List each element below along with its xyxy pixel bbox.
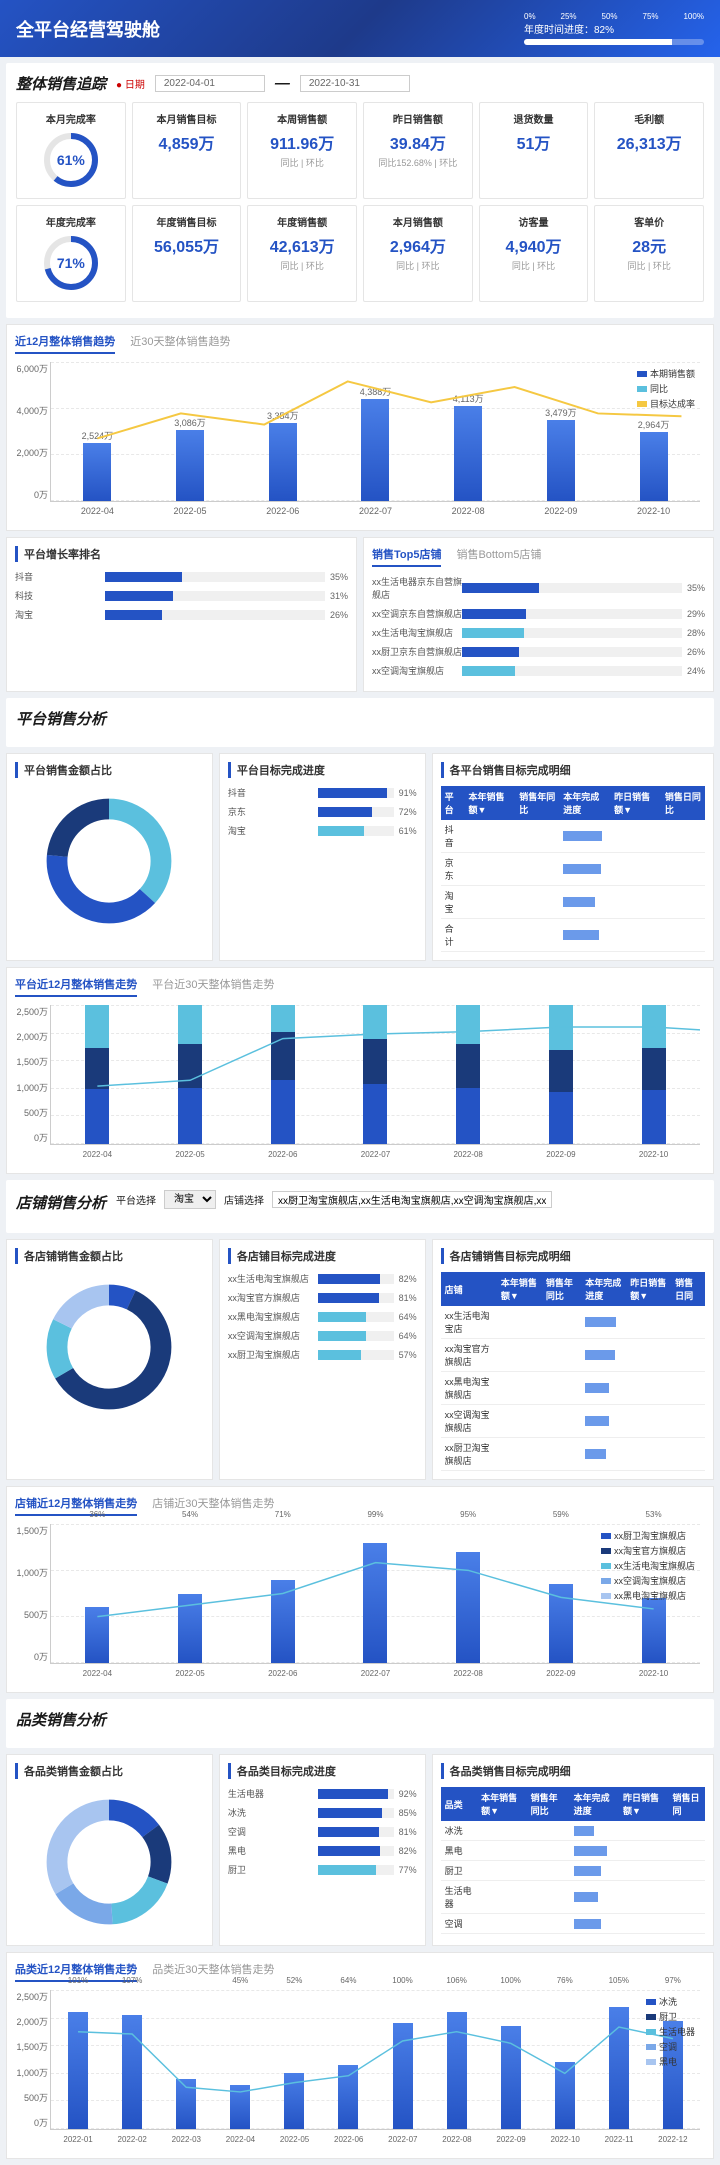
hbar-row: 冰洗85%	[228, 1806, 417, 1819]
kpi-card: 年度销售目标56,055万	[132, 205, 242, 302]
platform-donut-panel: 平台销售金额占比	[6, 753, 213, 961]
hbar-row: xx厨卫淘宝旗舰店57%	[228, 1348, 417, 1361]
tab-p12m[interactable]: 平台近12月整体销售走势	[15, 976, 137, 997]
hbar-row: 厨卫77%	[228, 1863, 417, 1876]
store-donut-panel: 各店铺销售金额占比	[6, 1239, 213, 1480]
tab-p30d[interactable]: 平台近30天整体销售走势	[152, 976, 274, 997]
table-row: 合计	[441, 919, 705, 952]
hbar-row: 抖音91%	[228, 786, 417, 799]
store-trend-chart: 1,500万1,000万500万0万 36%54%71%99%95%59%53%…	[50, 1524, 700, 1664]
hbar-row: xx空调淘宝旗舰店24%	[372, 664, 705, 677]
cat-trend-chart: 2,500万2,000万1,500万1,000万500万0万 101%107%4…	[50, 1990, 700, 2130]
hbar-row: xx空调淘宝旗舰店64%	[228, 1329, 417, 1342]
date-from-input[interactable]	[155, 75, 265, 92]
kpi-card: 本月完成率61%	[16, 102, 126, 199]
platform-trend-chart: 2,500万2,000万1,500万1,000万500万0万 2022-0420…	[50, 1005, 700, 1145]
table-row: xx厨卫淘宝旗舰店	[441, 1438, 705, 1471]
section-store: 店铺销售分析 平台选择 淘宝 店铺选择	[6, 1180, 714, 1233]
table-row: 空调	[441, 1914, 705, 1934]
kpi-card: 本月销售额2,964万同比 | 环比	[363, 205, 473, 302]
table-row: 淘宝	[441, 886, 705, 919]
kpi-card: 年度销售额42,613万同比 | 环比	[247, 205, 357, 302]
tab-c30d[interactable]: 品类近30天整体销售走势	[152, 1961, 274, 1982]
cat-target-panel: 各品类目标完成进度 生活电器92%冰洗85%空调81%黑电82%厨卫77%	[219, 1754, 426, 1946]
hbar-row: xx生活电淘宝旗舰店82%	[228, 1272, 417, 1285]
annual-progress: 0%25%50%75%100% 年度时间进度：82%	[524, 12, 704, 45]
table-row: 抖音	[441, 820, 705, 853]
table-row: 黑电	[441, 1841, 705, 1861]
hbar-row: 科技31%	[15, 589, 348, 602]
store-target-panel: 各店铺目标完成进度 xx生活电淘宝旗舰店82%xx淘宝官方旗舰店81%xx黑电淘…	[219, 1239, 426, 1480]
store-select[interactable]	[272, 1191, 552, 1208]
section-platform: 平台销售分析	[6, 698, 714, 747]
store-table-panel: 各店铺销售目标完成明细 店铺本年销售额▼销售年同比本年完成进度昨日销售额▼销售日…	[432, 1239, 714, 1480]
platform-trend-panel: 平台近12月整体销售走势 平台近30天整体销售走势 2,500万2,000万1,…	[6, 967, 714, 1174]
tab-s12m[interactable]: 店铺近12月整体销售走势	[15, 1495, 137, 1516]
tab-12m[interactable]: 近12月整体销售趋势	[15, 333, 115, 354]
hbar-row: xx厨卫京东自营旗舰店26%	[372, 645, 705, 658]
trend-12m-panel: 近12月整体销售趋势 近30天整体销售趋势 6,000万4,000万2,000万…	[6, 324, 714, 531]
store-top5-panel: 销售Top5店铺 销售Bottom5店铺 xx生活电器京东自营旗舰店35% xx空…	[363, 537, 714, 692]
kpi-card: 访客量4,940万同比 | 环比	[479, 205, 589, 302]
tab-s30d[interactable]: 店铺近30天整体销售走势	[152, 1495, 274, 1516]
hbar-row: 淘宝61%	[228, 824, 417, 837]
kpi-card: 本月销售目标4,859万	[132, 102, 242, 199]
section-category: 品类销售分析	[6, 1699, 714, 1748]
table-row: xx生活电淘宝店	[441, 1306, 705, 1339]
table-row: xx空调淘宝旗舰店	[441, 1405, 705, 1438]
table-row: xx黑电淘宝旗舰店	[441, 1372, 705, 1405]
hbar-row: xx生活电淘宝旗舰店28%	[372, 626, 705, 639]
date-label: ● 日期	[116, 76, 145, 91]
trend-chart: 6,000万4,000万2,000万0万 2,524万3,086万3,354万4…	[50, 362, 700, 502]
tab-30d[interactable]: 近30天整体销售趋势	[130, 333, 230, 354]
hbar-row: xx空调京东自营旗舰店29%	[372, 607, 705, 620]
hbar-row: 空调81%	[228, 1825, 417, 1838]
hbar-row: 淘宝26%	[15, 608, 348, 621]
hbar-row: xx生活电器京东自营旗舰店35%	[372, 575, 705, 601]
section-overall-sales: 整体销售追踪 ● 日期 — 本月完成率61%本月销售目标4,859万本周销售额9…	[6, 63, 714, 318]
header: 全平台经营驾驶舱 0%25%50%75%100% 年度时间进度：82%	[0, 0, 720, 57]
hbar-row: xx黑电淘宝旗舰店64%	[228, 1310, 417, 1323]
table-row: 京东	[441, 853, 705, 886]
hbar-row: 京东72%	[228, 805, 417, 818]
platform-target-panel: 平台目标完成进度 抖音91%京东72%淘宝61%	[219, 753, 426, 961]
platform-select[interactable]: 淘宝	[164, 1190, 216, 1209]
kpi-card: 退货数量51万	[479, 102, 589, 199]
platform-rank-panel: 平台增长率排名 抖音35%科技31%淘宝26%	[6, 537, 357, 692]
kpi-card: 昨日销售额39.84万同比152.68% | 环比	[363, 102, 473, 199]
date-to-input[interactable]	[300, 75, 410, 92]
page-title: 全平台经营驾驶舱	[16, 16, 160, 42]
hbar-row: 抖音35%	[15, 570, 348, 583]
table-row: 生活电器	[441, 1881, 705, 1914]
section-title: 整体销售追踪	[16, 73, 106, 94]
cat-table-panel: 各品类销售目标完成明细 品类本年销售额▼销售年同比本年完成进度昨日销售额▼销售日…	[432, 1754, 714, 1946]
table-row: 厨卫	[441, 1861, 705, 1881]
table-row: 冰洗	[441, 1821, 705, 1841]
tab-top5[interactable]: 销售Top5店铺	[372, 546, 441, 567]
kpi-card: 年度完成率71%	[16, 205, 126, 302]
cat-donut-panel: 各品类销售金额占比	[6, 1754, 213, 1946]
hbar-row: 黑电82%	[228, 1844, 417, 1857]
hbar-row: xx淘宝官方旗舰店81%	[228, 1291, 417, 1304]
hbar-row: 生活电器92%	[228, 1787, 417, 1800]
table-row: xx淘宝官方旗舰店	[441, 1339, 705, 1372]
store-trend-panel: 店铺近12月整体销售走势 店铺近30天整体销售走势 1,500万1,000万50…	[6, 1486, 714, 1693]
kpi-card: 客单价28元同比 | 环比	[594, 205, 704, 302]
platform-table-panel: 各平台销售目标完成明细 平台本年销售额▼销售年同比本年完成进度昨日销售额▼销售日…	[432, 753, 714, 961]
kpi-card: 本周销售额911.96万同比 | 环比	[247, 102, 357, 199]
tab-bottom5[interactable]: 销售Bottom5店铺	[456, 546, 541, 567]
kpi-card: 毛利额26,313万	[594, 102, 704, 199]
cat-trend-panel: 品类近12月整体销售走势 品类近30天整体销售走势 2,500万2,000万1,…	[6, 1952, 714, 2159]
